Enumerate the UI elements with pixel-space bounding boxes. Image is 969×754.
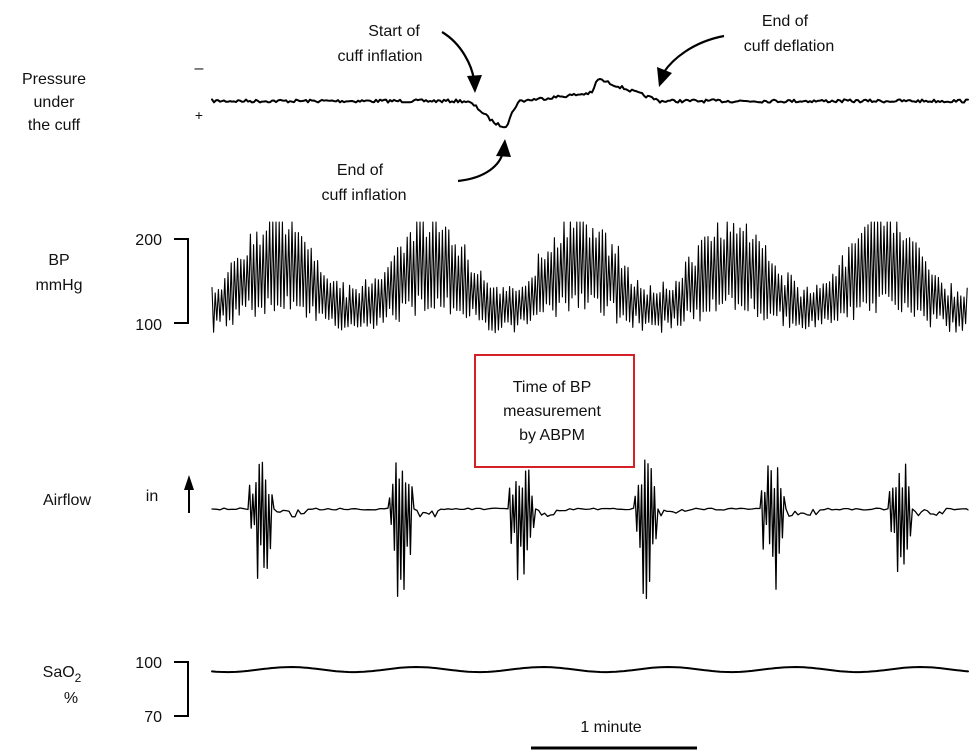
sao2-trace — [211, 666, 969, 674]
sao2-unit-label: % — [64, 690, 78, 707]
sao2-label: SaO2 — [43, 664, 82, 685]
start-inflation-label-1: Start of — [368, 23, 420, 40]
airflow-label: Airflow — [43, 492, 91, 509]
bp-trace — [211, 221, 968, 334]
pressure-label-line-1: Pressure — [22, 71, 86, 88]
scale-bar-label: 1 minute — [580, 719, 641, 736]
airflow-in-arrowhead — [184, 475, 194, 490]
sao2-tick-70: 70 — [144, 709, 162, 726]
end-deflation-label-1: End of — [762, 13, 809, 30]
bp-label-line-2: mmHg — [35, 277, 82, 294]
abpm-box-line-2: measurement — [503, 403, 601, 420]
end-deflation-arrow — [663, 34, 725, 73]
end-deflation-label-2: cuff deflation — [744, 38, 834, 55]
bp-label-line-1: BP — [48, 252, 69, 269]
sao2-scale-bracket — [174, 661, 189, 717]
pressure-minus-sign: – — [195, 60, 204, 77]
end-inflation-arrowhead — [496, 139, 511, 157]
sao2-label-subscript: 2 — [75, 671, 82, 685]
start-inflation-arrowhead — [467, 75, 482, 93]
end-inflation-label-1: End of — [337, 162, 384, 179]
start-inflation-arrow — [441, 31, 476, 81]
bp-tick-200: 200 — [135, 232, 162, 249]
sao2-tick-100: 100 — [135, 655, 162, 672]
start-inflation-label-2: cuff inflation — [337, 48, 422, 65]
abpm-box-line-1: Time of BP — [513, 379, 592, 396]
pressure-plus-sign: + — [195, 107, 203, 123]
airflow-in-label: in — [146, 488, 158, 505]
end-inflation-label-2: cuff inflation — [321, 187, 406, 204]
abpm-time-box — [474, 354, 635, 468]
pressure-trace — [211, 78, 969, 129]
pressure-label-line-2: under — [34, 94, 76, 111]
end-inflation-arrow — [457, 151, 505, 183]
end-deflation-arrowhead — [657, 67, 672, 87]
sao2-label-prefix: SaO — [43, 664, 75, 681]
pressure-label-line-3: the cuff — [28, 117, 81, 134]
bp-scale-bracket — [174, 238, 189, 324]
bp-tick-100: 100 — [135, 317, 162, 334]
airflow-trace — [211, 459, 969, 600]
abpm-box-line-3: by ABPM — [519, 427, 585, 444]
